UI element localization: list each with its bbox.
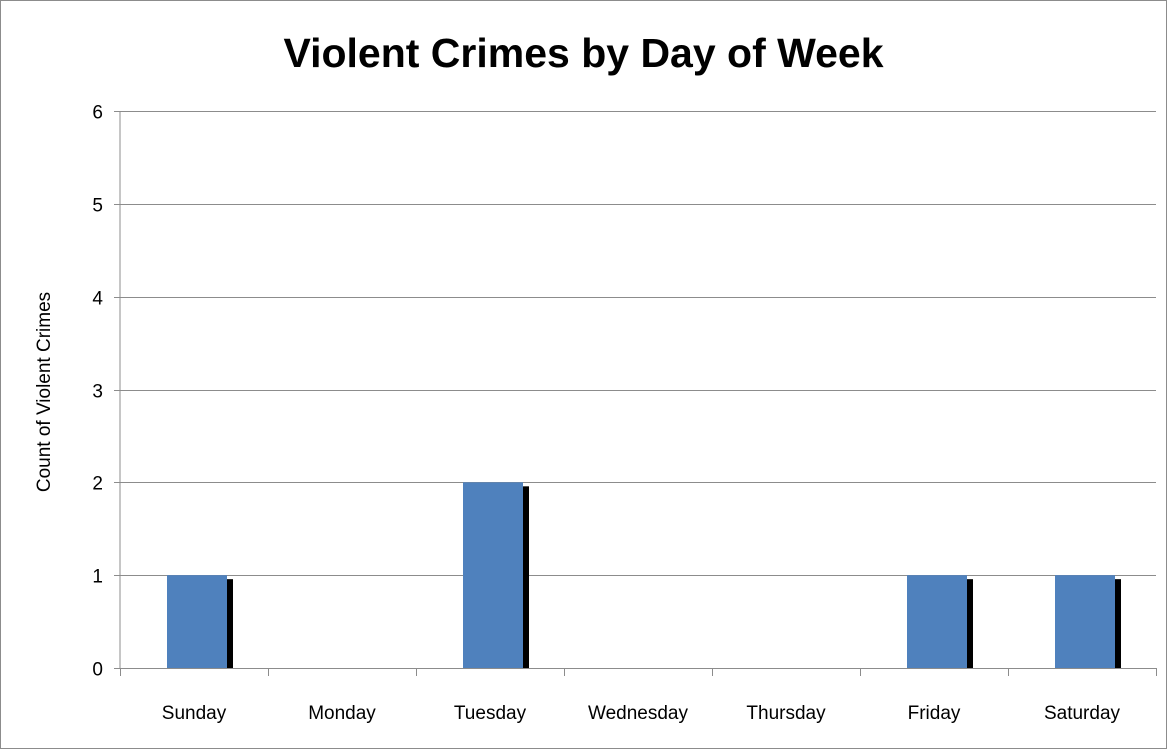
x-tick-label: Monday bbox=[308, 703, 376, 724]
bar-shadow bbox=[227, 579, 233, 668]
bar-friday bbox=[907, 575, 967, 668]
bar-sunday bbox=[167, 575, 227, 668]
y-axis-title: Count of Violent Crimes bbox=[34, 292, 55, 492]
x-tick-label: Wednesday bbox=[588, 703, 688, 724]
bar-saturday bbox=[1055, 575, 1115, 668]
y-tick-label: 4 bbox=[92, 289, 103, 310]
chart-title: Violent Crimes by Day of Week bbox=[283, 30, 884, 76]
x-axis-ticks: Sunday Monday Tuesday Wednesday Thursday Frid… bbox=[162, 703, 1121, 724]
x-tick-label: Saturday bbox=[1044, 703, 1121, 724]
bar-tuesday bbox=[463, 482, 523, 668]
x-tick-label: Tuesday bbox=[454, 703, 527, 724]
bars bbox=[167, 482, 1121, 668]
bar-shadow bbox=[1115, 579, 1121, 668]
y-axis-ticks: 0 1 2 3 4 5 6 bbox=[92, 103, 120, 681]
y-tick-label: 0 bbox=[92, 660, 103, 681]
gridlines bbox=[120, 111, 1156, 576]
x-tick-label: Friday bbox=[908, 703, 961, 724]
y-tick-label: 6 bbox=[92, 103, 103, 124]
y-tick-label: 2 bbox=[92, 474, 103, 495]
x-tick-label: Sunday bbox=[162, 703, 227, 724]
x-tick-label: Thursday bbox=[746, 703, 826, 724]
bar-shadow bbox=[523, 486, 529, 668]
bar-shadow bbox=[967, 579, 973, 668]
y-tick-label: 3 bbox=[92, 382, 103, 403]
y-tick-label: 1 bbox=[92, 567, 103, 588]
y-tick-label: 5 bbox=[92, 196, 103, 217]
x-axis bbox=[119, 111, 1157, 676]
